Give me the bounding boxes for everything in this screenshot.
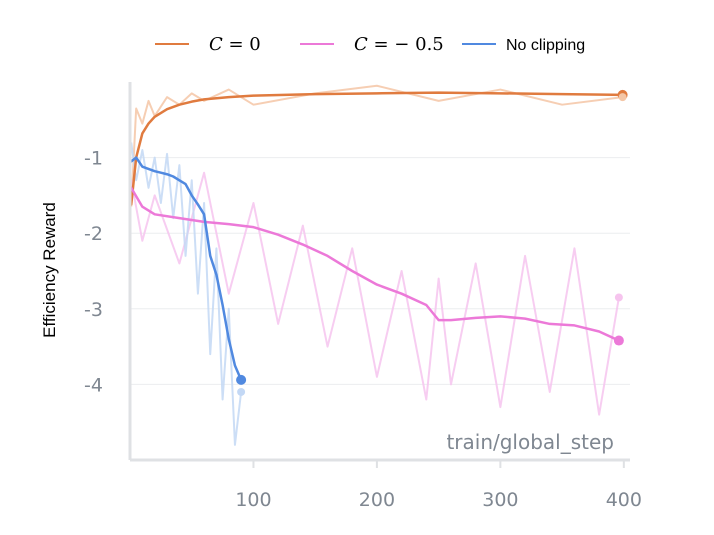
x-axis-label: train/global_step [446, 430, 614, 454]
smoothed-series-layer [129, 89, 628, 396]
raw-series-layer [130, 84, 623, 446]
legend-label: C = 0 [209, 34, 261, 55]
series-end-point-1 [613, 335, 624, 346]
legend-label: C = − 0.5 [354, 34, 444, 55]
y-tick-label: -2 [84, 223, 103, 245]
series-end-point-2 [236, 374, 247, 385]
raw-series-line-2 [130, 142, 243, 446]
legend: C = 0 C = − 0.5 No clipping [155, 34, 585, 55]
y-axis-label: Efficiency Reward [40, 202, 59, 338]
x-tick-label: 100 [235, 489, 271, 511]
smoothed-series-line-1 [129, 186, 621, 342]
x-tick-label: 200 [359, 489, 395, 511]
x-tick-label: 400 [606, 489, 642, 511]
series-raw-end-point-0 [618, 93, 627, 102]
gridlines [130, 157, 630, 385]
smoothed-series-line-0 [129, 91, 624, 206]
raw-series-line-0 [130, 84, 623, 207]
series-raw-end-point-1 [614, 293, 623, 302]
y-tick-label: -3 [84, 299, 103, 321]
y-tick-label: -1 [84, 148, 103, 170]
y-tick-label: -4 [84, 374, 103, 396]
series-raw-end-point-2 [237, 387, 246, 396]
x-tick-label: 300 [482, 489, 518, 511]
smoothed-series-line-2 [129, 156, 243, 382]
axes: -1 -2 -3 -4 100 200 300 400 [84, 82, 642, 511]
legend-label: No clipping [506, 37, 585, 54]
